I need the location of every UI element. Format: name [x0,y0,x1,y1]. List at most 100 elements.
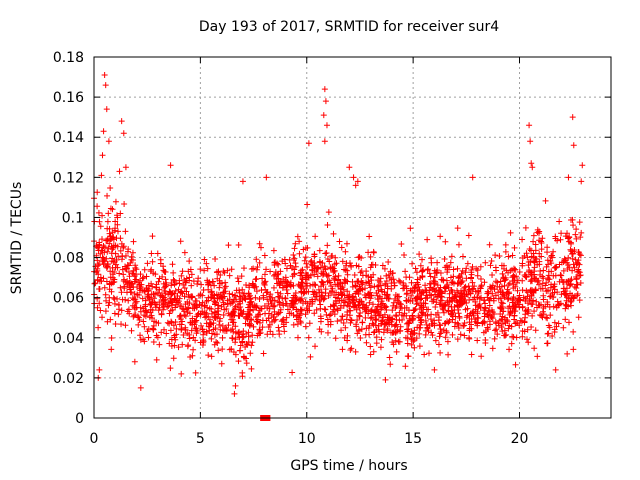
data-point [457,331,464,338]
data-point [407,317,414,324]
data-point [105,302,112,309]
data-point [429,332,436,339]
data-point [455,310,462,317]
data-point [544,275,551,282]
data-point [107,316,114,323]
data-point [416,343,423,350]
data-point [158,310,165,317]
data-point [469,279,476,286]
data-point [367,307,374,314]
data-point [474,294,481,301]
data-point [199,308,206,315]
data-point [442,288,449,295]
data-point [454,225,461,232]
data-point [200,287,207,294]
data-point [407,298,414,305]
data-point [228,345,235,352]
data-point [555,301,562,308]
data-point [94,203,101,210]
data-point [474,272,481,279]
data-point [112,320,119,327]
data-point [236,313,243,320]
data-point [260,350,267,357]
data-point [257,305,264,312]
data-point [570,222,577,229]
data-point [459,267,466,274]
data-point [207,319,214,326]
y-tick-labels: 0 0.02 0.04 0.06 0.08 0.1 0.12 0.14 0.16 0.18 [53,50,84,427]
data-point [256,319,263,326]
data-point [94,295,101,302]
data-point [408,341,415,348]
data-point [230,312,237,319]
data-point [389,307,396,314]
data-point [521,328,528,335]
data-point [237,294,244,301]
data-point [133,266,140,273]
data-point [302,323,309,330]
data-point [323,122,330,129]
data-point [125,268,132,275]
data-point [474,337,481,344]
data-point [423,321,430,328]
data-point [216,277,223,284]
data-point [261,271,268,278]
data-point [279,317,286,324]
data-point [114,228,121,235]
data-point [396,328,403,335]
data-point [474,322,481,329]
data-point [95,262,102,269]
data-point [312,343,319,350]
data-point [244,310,251,317]
data-point [524,254,531,261]
data-point [139,275,146,282]
data-point [416,287,423,294]
data-point [221,306,228,313]
data-point [169,261,176,268]
data-point [243,360,250,367]
data-point [376,328,383,335]
data-point [539,280,546,287]
data-point [432,337,439,344]
data-point [290,321,297,328]
data-point [442,238,449,245]
data-point [367,289,374,296]
data-point [242,344,249,351]
y-tick-label: 0.12 [53,170,84,186]
data-point [433,270,440,277]
data-point [188,327,195,334]
data-point [509,299,516,306]
data-point [97,250,104,257]
data-point [502,241,509,248]
data-point [163,330,170,337]
data-point [166,310,173,317]
data-point [383,303,390,310]
data-point [532,247,539,254]
data-point [148,250,155,257]
data-point [106,299,113,306]
data-point [476,295,483,302]
y-tick-label: 0.06 [53,291,84,307]
data-point [306,303,313,310]
data-point [428,292,435,299]
data-point [254,263,261,270]
data-point [347,307,354,314]
data-point [246,322,253,329]
data-point [405,307,412,314]
data-point [324,255,331,262]
data-point [290,282,297,289]
data-point [499,328,506,335]
data-point [114,221,121,228]
data-point [264,305,271,312]
data-point [579,162,586,169]
data-point [343,240,350,247]
data-point [303,272,310,279]
data-point [417,262,424,269]
data-point [376,278,383,285]
data-point [458,299,465,306]
data-point [323,311,330,318]
data-point [249,332,256,339]
data-point [469,263,476,270]
data-point [568,251,575,258]
data-point [186,258,193,265]
